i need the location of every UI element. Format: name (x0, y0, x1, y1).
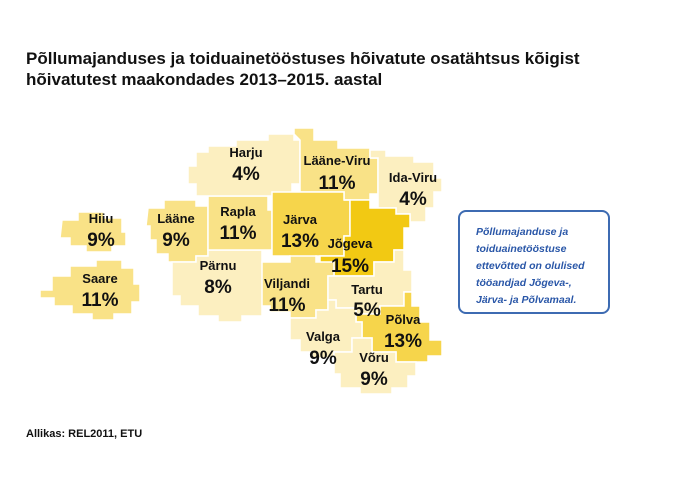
note-line: tööandjad Jõgeva-, (476, 277, 572, 289)
county-shape-parnu (171, 249, 271, 323)
map-title: Põllumajanduses ja toiduainetööstuses hõ… (26, 48, 646, 90)
county-name-jarva: Järva (283, 212, 318, 227)
county-shape-saare (39, 259, 141, 321)
source-credit: Allikas: REL2011, ETU (26, 428, 143, 440)
county-value-rapla: 11% (220, 223, 257, 244)
county-labels: Harju 4% Lääne-Viru 11% Ida-Viru 4% Hiiu… (82, 145, 438, 390)
county-value-hiiu: 9% (87, 230, 115, 251)
county-name-saare: Saare (82, 271, 117, 286)
county-value-ida-viru: 4% (399, 189, 427, 210)
county-value-tartu: 5% (353, 300, 381, 321)
county-name-valga: Valga (306, 329, 341, 344)
county-name-laane: Lääne (157, 211, 195, 226)
highlight-note-box: Põllumajanduse ja toiduainetööstuse ette… (458, 210, 610, 314)
county-name-voru: Võru (359, 350, 389, 365)
county-name-tartu: Tartu (351, 282, 383, 297)
county-value-parnu: 8% (204, 277, 232, 298)
county-name-hiiu: Hiiu (89, 211, 114, 226)
note-line: ettevõtted on olulised (476, 260, 585, 272)
county-name-viljandi: Viljandi (264, 276, 310, 291)
county-name-rapla: Rapla (220, 204, 256, 219)
county-value-polva: 13% (384, 331, 422, 352)
county-value-jarva: 13% (281, 231, 319, 252)
county-name-parnu: Pärnu (200, 258, 237, 273)
county-value-valga: 9% (309, 348, 337, 369)
county-name-harju: Harju (229, 145, 262, 160)
map-title-line-2: hõivatutest maakondades 2013–2015. aasta… (26, 70, 383, 89)
county-shape-voru (333, 337, 417, 395)
county-value-laane: 9% (162, 230, 190, 251)
note-line: toiduainetööstuse (476, 243, 567, 255)
county-name-polva: Põlva (386, 312, 421, 327)
county-shapes (39, 127, 443, 395)
county-name-laane-viru: Lääne-Viru (304, 153, 371, 168)
county-value-laane-viru: 11% (319, 173, 356, 194)
county-shape-hiiu (59, 211, 127, 253)
county-name-jogeva: Jõgeva (328, 236, 374, 251)
note-line: Järva- ja Põlvamaal. (476, 294, 577, 306)
county-value-saare: 11% (82, 290, 119, 311)
county-value-harju: 4% (232, 164, 260, 185)
note-line: Põllumajanduse ja (476, 226, 569, 238)
county-name-ida-viru: Ida-Viru (389, 170, 437, 185)
county-value-jogeva: 15% (331, 256, 369, 277)
map-title-line-1: Põllumajanduses ja toiduainetööstuses hõ… (26, 49, 580, 68)
county-value-voru: 9% (360, 369, 388, 390)
county-value-viljandi: 11% (269, 295, 306, 316)
